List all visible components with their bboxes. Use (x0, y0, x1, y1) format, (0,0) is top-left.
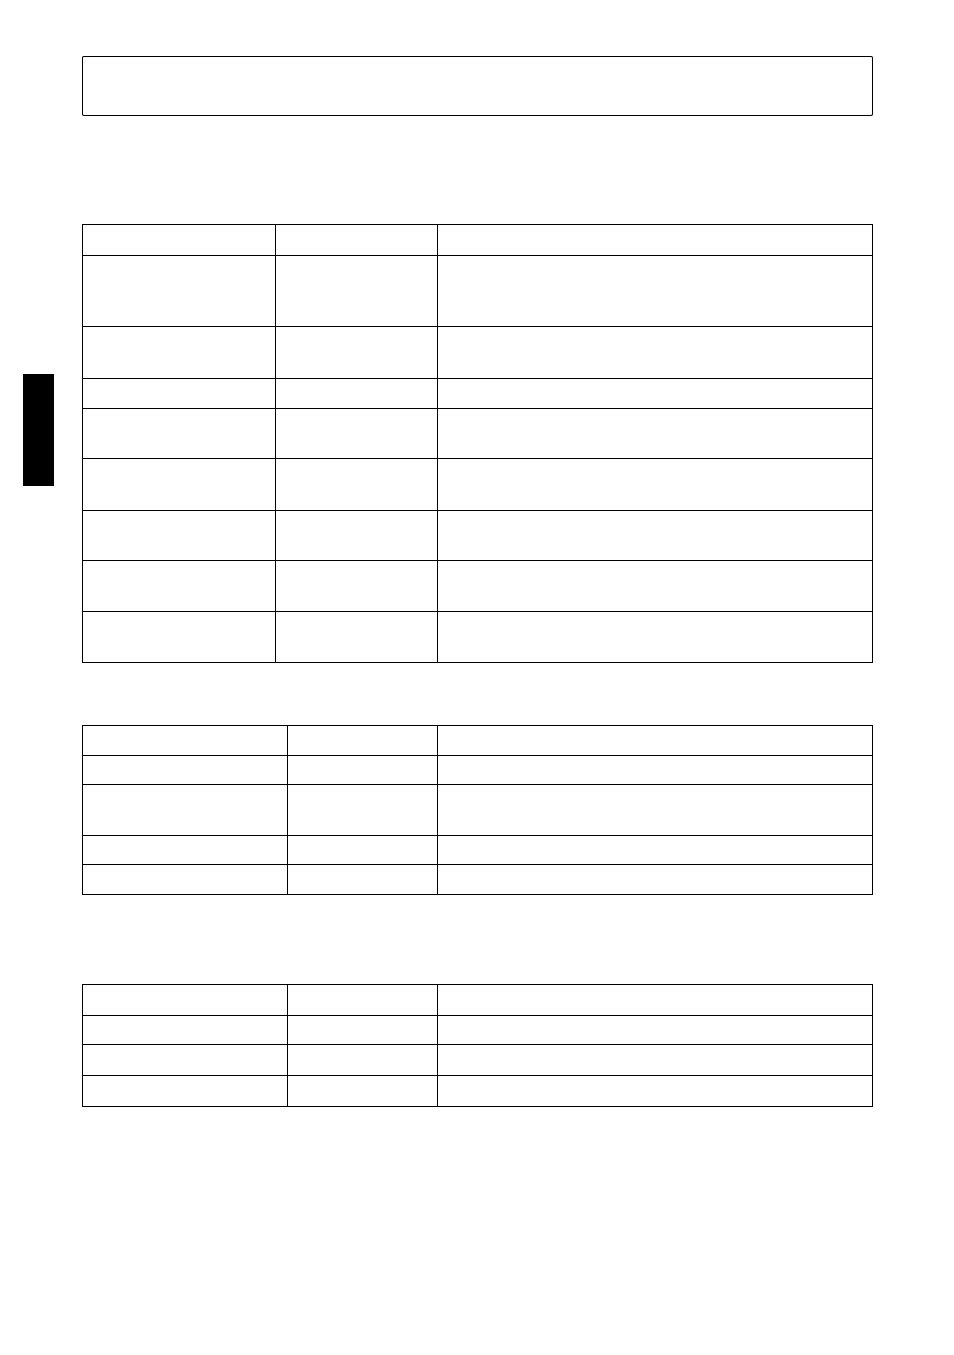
table-cell (437, 756, 872, 785)
table-2-body (83, 726, 873, 895)
table-cell (287, 726, 437, 756)
table-row (83, 726, 873, 756)
table-cell (275, 409, 437, 459)
table-row (83, 865, 873, 895)
table-cell (275, 225, 437, 256)
table-cell (83, 612, 276, 663)
table-cell (437, 459, 872, 511)
table-cell (437, 256, 872, 327)
table-cell (287, 1045, 437, 1076)
table-cell (437, 561, 872, 612)
table-cell (83, 327, 276, 379)
table-row (83, 836, 873, 865)
table-cell (287, 785, 437, 836)
table-cell (83, 511, 276, 561)
table-cell (275, 459, 437, 511)
table-cell (83, 409, 276, 459)
table-cell (437, 785, 872, 836)
table-cell (83, 561, 276, 612)
table-cell (83, 1045, 288, 1076)
table-row (83, 459, 873, 511)
table-cell (437, 1016, 872, 1045)
table-cell (437, 985, 872, 1016)
table-cell (83, 756, 288, 785)
table-cell (83, 836, 288, 865)
table-row (83, 1045, 873, 1076)
table-row (83, 985, 873, 1016)
table-2 (82, 725, 873, 895)
table-cell (287, 756, 437, 785)
table-cell (437, 836, 872, 865)
table-1 (82, 224, 873, 663)
table-cell (83, 256, 276, 327)
table-cell (275, 379, 437, 409)
table-cell (83, 379, 276, 409)
table-3 (82, 984, 873, 1107)
table-row (83, 256, 873, 327)
table-cell (83, 1076, 288, 1107)
table-cell (437, 1076, 872, 1107)
table-cell (287, 1076, 437, 1107)
table-row (83, 1076, 873, 1107)
table-cell (83, 985, 288, 1016)
table-row (83, 561, 873, 612)
table-cell (83, 1016, 288, 1045)
table-cell (437, 511, 872, 561)
table-cell (275, 561, 437, 612)
table-row (83, 327, 873, 379)
table-cell (437, 379, 872, 409)
table-cell (437, 726, 872, 756)
table-row (83, 785, 873, 836)
table-cell (275, 327, 437, 379)
top-outline-box (82, 56, 873, 116)
table-cell (437, 327, 872, 379)
table-cell (437, 225, 872, 256)
table-cell (287, 836, 437, 865)
table-cell (83, 225, 276, 256)
table-cell (275, 256, 437, 327)
table-cell (287, 1016, 437, 1045)
table-cell (83, 726, 288, 756)
side-tab (23, 374, 54, 486)
table-row (83, 1016, 873, 1045)
table-3-body (83, 985, 873, 1107)
table-cell (437, 409, 872, 459)
table-row (83, 511, 873, 561)
table-cell (83, 865, 288, 895)
table-cell (437, 1045, 872, 1076)
table-row (83, 225, 873, 256)
table-cell (83, 785, 288, 836)
table-cell (275, 612, 437, 663)
table-1-body (83, 225, 873, 663)
table-row (83, 379, 873, 409)
table-cell (287, 865, 437, 895)
table-cell (275, 511, 437, 561)
table-cell (437, 865, 872, 895)
table-row (83, 409, 873, 459)
table-row (83, 612, 873, 663)
table-row (83, 756, 873, 785)
table-cell (287, 985, 437, 1016)
table-cell (437, 612, 872, 663)
table-cell (83, 459, 276, 511)
